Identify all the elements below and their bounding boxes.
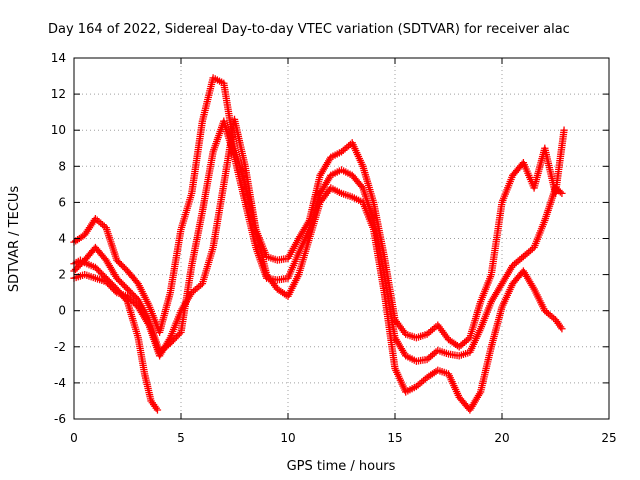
data-point [153, 406, 162, 414]
y-tick-label: 6 [58, 195, 66, 209]
series-track-d [70, 256, 162, 414]
x-tick-label: 5 [177, 431, 185, 445]
axis-ticks: 0 5 10 15 20 25 -6 -4 -2 0 2 4 6 8 10 12 14 [51, 51, 617, 445]
series-track-c [70, 115, 566, 414]
y-tick-label: 10 [51, 123, 66, 137]
data-point [558, 189, 566, 198]
y-tick-label: -2 [54, 340, 66, 354]
x-tick-label: 20 [494, 431, 509, 445]
y-tick-label: 0 [58, 304, 66, 318]
y-tick-label: -4 [54, 376, 66, 390]
series-track-b [70, 117, 566, 365]
data-point [558, 325, 566, 333]
data-points [70, 74, 568, 414]
y-tick-label: -6 [54, 412, 66, 426]
x-tick-label: 0 [70, 431, 78, 445]
x-tick-label: 10 [280, 431, 295, 445]
x-tick-label: 15 [387, 431, 402, 445]
grid [74, 58, 609, 419]
y-axis-label: SDTVAR / TECUs [7, 186, 22, 293]
series-track-a [70, 74, 568, 351]
chart-title: Day 164 of 2022, Sidereal Day-to-day VTE… [48, 22, 570, 37]
y-tick-label: 2 [58, 268, 66, 282]
y-tick-label: 14 [51, 51, 66, 65]
data-point [560, 126, 568, 134]
y-tick-label: 8 [58, 159, 66, 173]
x-axis-label: GPS time / hours [287, 459, 396, 474]
y-tick-label: 12 [51, 87, 66, 101]
x-tick-label: 25 [601, 431, 616, 445]
y-tick-label: 4 [58, 232, 66, 246]
